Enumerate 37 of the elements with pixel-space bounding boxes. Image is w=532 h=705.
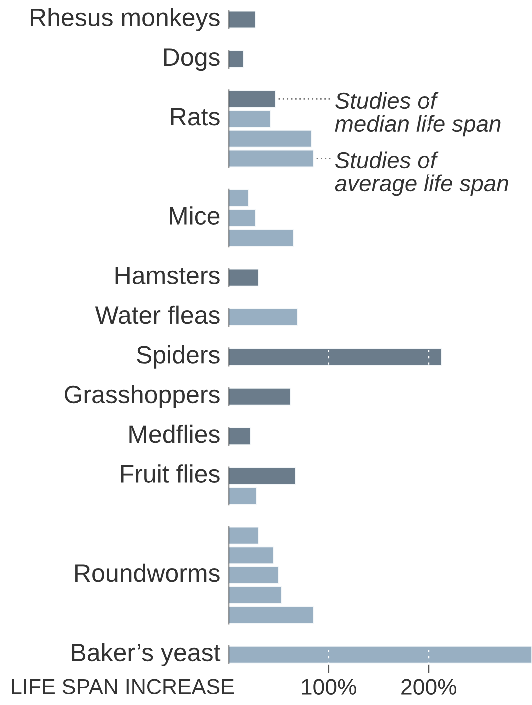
- bar: [228, 10, 256, 29]
- bar: [228, 308, 298, 326]
- x-tick-label: 100%: [302, 679, 356, 696]
- bar: [228, 586, 282, 604]
- bar: [228, 428, 252, 446]
- bar: [228, 209, 256, 228]
- bar: [228, 190, 250, 208]
- series-label: Studies of average life span: [335, 152, 508, 196]
- bar: [228, 90, 276, 108]
- bar: [228, 487, 258, 505]
- y-tick-label: Rats: [171, 108, 220, 126]
- bar: [228, 566, 280, 584]
- bar: [228, 130, 312, 148]
- bar: [228, 110, 272, 128]
- bar: [228, 50, 244, 68]
- bar: [228, 150, 314, 168]
- bar: [228, 467, 296, 486]
- y-tick-label: Water fleas: [95, 306, 220, 324]
- y-tick-label: Medflies: [130, 424, 220, 444]
- bar: [228, 606, 314, 624]
- bar: [228, 546, 274, 565]
- bar: [228, 388, 292, 406]
- y-tick-label: Dogs: [164, 48, 220, 72]
- y-tick-label: Roundworms: [76, 564, 220, 582]
- y-tick-label: Fruit flies: [121, 464, 220, 483]
- text: Studies of median life span: [335, 92, 501, 137]
- y-tick-label: Baker’s yeast: [72, 643, 221, 667]
- x-axis-title: LIFE SPAN INCREASE: [12, 679, 234, 695]
- x-tick-label: 200%: [402, 679, 457, 696]
- y-tick-label: Hamsters: [116, 267, 220, 285]
- y-tick-label: Mice: [170, 206, 220, 225]
- y-tick-label: Rhesus monkeys: [31, 8, 220, 32]
- y-tick-label: Grasshoppers: [65, 385, 220, 409]
- bar: [228, 229, 294, 247]
- bar: [228, 526, 260, 545]
- y-tick-label: Spiders: [137, 346, 220, 369]
- bar: [228, 268, 260, 287]
